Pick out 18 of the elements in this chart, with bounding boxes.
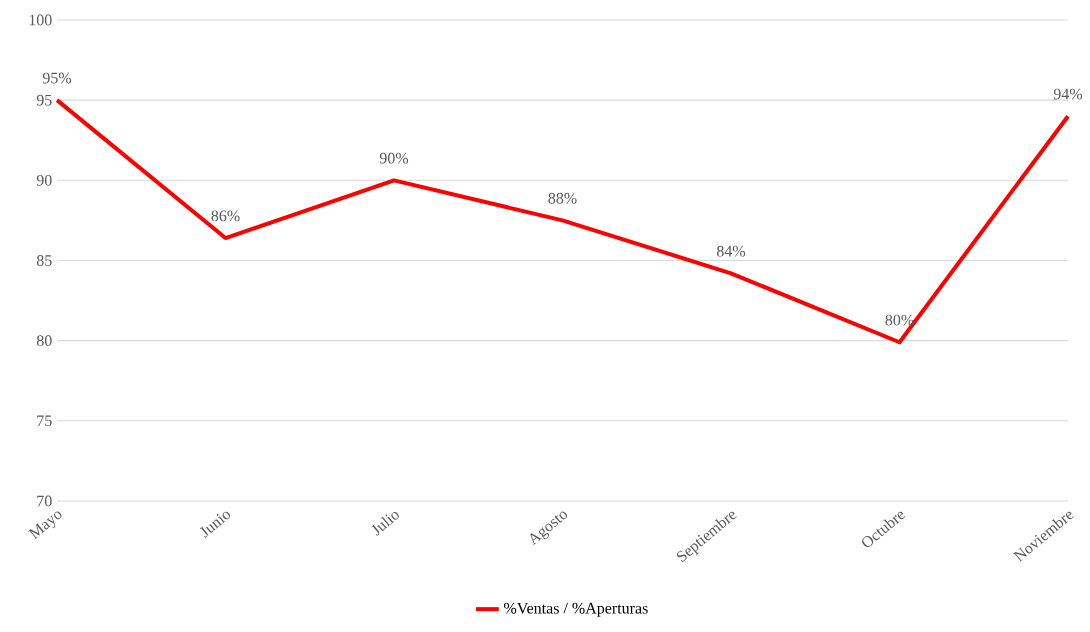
data-label: 90% <box>379 152 409 164</box>
y-tick-label: 80 <box>36 335 52 347</box>
x-tick-label: Julio <box>371 512 399 536</box>
data-label: 94% <box>1053 88 1083 100</box>
y-tick-label: 85 <box>36 255 52 266</box>
data-label: 86% <box>211 210 240 222</box>
y-tick-label: 95 <box>36 94 52 106</box>
line-series <box>55 98 1070 345</box>
x-tick-label: Junio <box>199 511 231 538</box>
y-tick-label: 70 <box>37 495 52 507</box>
data-label: 88% <box>548 192 577 204</box>
data-label: 80% <box>885 314 914 326</box>
y-tick-label: 90 <box>36 174 52 186</box>
y-tick-label: 75 <box>37 415 52 427</box>
data-label: 84% <box>716 245 746 257</box>
legend-label: %Ventas / %Aperturas <box>504 602 648 617</box>
data-label: 95% <box>42 72 72 84</box>
y-tick-label: 100 <box>29 14 52 26</box>
